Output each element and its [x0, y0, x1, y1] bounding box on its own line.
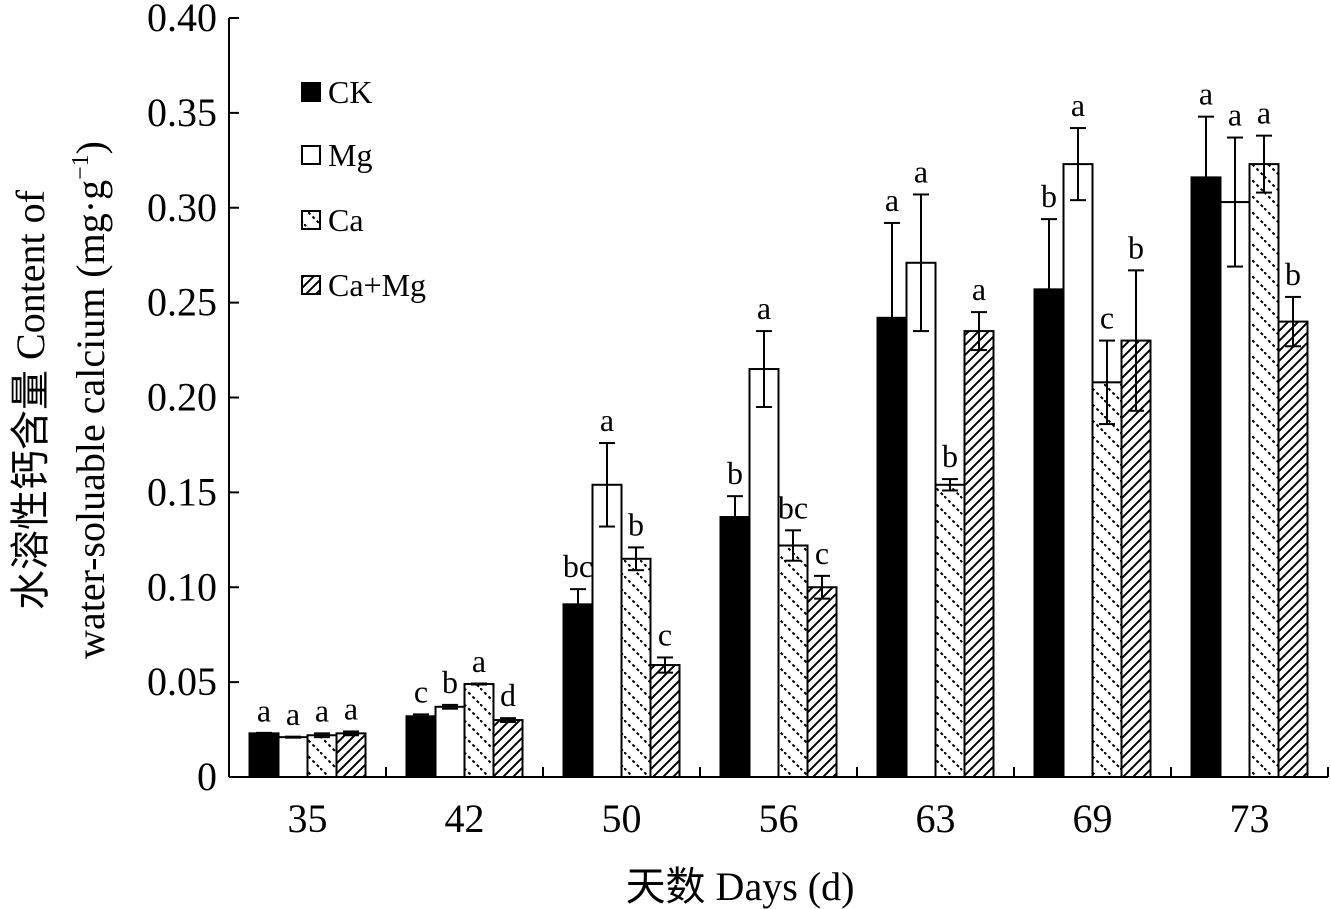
- x-axis-title: 天数 Days (d): [626, 864, 855, 909]
- significance-letter: bc: [563, 548, 593, 584]
- significance-letter: a: [472, 643, 486, 679]
- bar: [620, 557, 652, 778]
- significance-letter: a: [757, 290, 771, 326]
- x-tick-label: 50: [602, 796, 642, 841]
- bar: [492, 719, 524, 779]
- x-tick-label: 56: [759, 796, 799, 841]
- y-tick-label: 0.20: [147, 375, 217, 420]
- significance-letter: b: [727, 455, 743, 491]
- y-tick-label: 0.30: [147, 185, 217, 230]
- significance-letter: c: [658, 616, 672, 652]
- significance-letter: a: [257, 692, 271, 728]
- significance-letter: bc: [778, 489, 808, 525]
- legend-swatch-ca: [301, 210, 321, 230]
- significance-letter: a: [1228, 97, 1242, 133]
- bar: [248, 732, 280, 778]
- bar: [905, 261, 937, 778]
- significance-letter: b: [442, 664, 458, 700]
- y-tick-label: 0.05: [147, 659, 217, 704]
- x-ticks: 35 42 50 56 63 69 73: [228, 767, 1329, 841]
- bar: [719, 516, 751, 778]
- x-tick-label: 35: [288, 796, 328, 841]
- bar: [335, 732, 367, 778]
- significance-letter: a: [885, 182, 899, 218]
- bar: [1248, 163, 1280, 779]
- bar: [1033, 288, 1065, 778]
- bar: [463, 683, 495, 779]
- y-axis-title-line2: water-soluable calcium (mg·g−1): [68, 141, 113, 659]
- bar: [777, 544, 809, 778]
- bar: [1277, 320, 1309, 778]
- significance-letter: b: [1128, 229, 1144, 265]
- legend-label-mg: Mg: [328, 137, 372, 173]
- bar: [1091, 381, 1123, 778]
- significance-letter: a: [600, 402, 614, 438]
- y-axis-title-line1: 水溶性钙含量 Content of: [8, 189, 53, 610]
- significance-letter: a: [315, 692, 329, 728]
- x-tick-label: 63: [916, 796, 956, 841]
- y-tick-label: 0: [197, 754, 217, 799]
- y-axis-title: 水溶性钙含量 Content of: [8, 189, 53, 610]
- legend-label-ca: Ca: [328, 202, 364, 238]
- y-tick-label: 0.10: [147, 564, 217, 609]
- significance-letter: b: [942, 438, 958, 474]
- significance-letter: b: [1041, 178, 1057, 214]
- bar: [1219, 201, 1251, 778]
- significance-letter: c: [815, 535, 829, 571]
- significance-letter: a: [914, 153, 928, 189]
- y-tick-label: 0.35: [147, 90, 217, 135]
- significance-letter: a: [1199, 76, 1213, 112]
- legend-label-camg: Ca+Mg: [328, 267, 426, 303]
- bar: [306, 734, 338, 779]
- legend: CK Mg Ca Ca+Mg: [301, 74, 426, 303]
- legend-swatch-camg: [301, 275, 321, 295]
- significance-letter: a: [972, 271, 986, 307]
- y-ticks: 0 0.05 0.10 0.15 0.20 0.25 0.30 0.35 0.40: [147, 0, 239, 799]
- bar: [277, 736, 309, 779]
- significance-letter: c: [1100, 300, 1114, 336]
- significance-letter: a: [1071, 87, 1085, 123]
- significance-letter: a: [286, 696, 300, 732]
- significance-letter: b: [1285, 256, 1301, 292]
- significance-letter: d: [500, 677, 516, 713]
- significance-letter: a: [344, 690, 358, 726]
- x-tick-label: 69: [1073, 796, 1113, 841]
- legend-swatch-mg: [301, 145, 321, 165]
- bar: [562, 603, 594, 779]
- bar: [649, 664, 681, 778]
- y-axis-title-2: water-soluable calcium (mg·g−1): [68, 141, 113, 659]
- bar: [434, 705, 466, 778]
- legend-swatch-ck: [301, 82, 321, 102]
- bar: [405, 715, 437, 779]
- y-tick-label: 0.40: [147, 0, 217, 40]
- significance-letter: c: [414, 673, 428, 709]
- bar: [591, 483, 623, 778]
- y-tick-label: 0.25: [147, 280, 217, 325]
- bar: [806, 586, 838, 778]
- significance-letter: a: [1257, 95, 1271, 131]
- bar: [1062, 163, 1094, 779]
- y-tick-label: 0.15: [147, 469, 217, 514]
- significance-letter: b: [628, 506, 644, 542]
- bar: [963, 330, 995, 778]
- y-axis-title-superscript: −1: [68, 154, 94, 180]
- x-tick-label: 73: [1230, 796, 1270, 841]
- bar: [1120, 339, 1152, 778]
- bar: [748, 368, 780, 778]
- bar: [934, 483, 966, 778]
- bar: [1190, 176, 1222, 778]
- x-tick-label: 42: [445, 796, 485, 841]
- legend-label-ck: CK: [328, 74, 372, 110]
